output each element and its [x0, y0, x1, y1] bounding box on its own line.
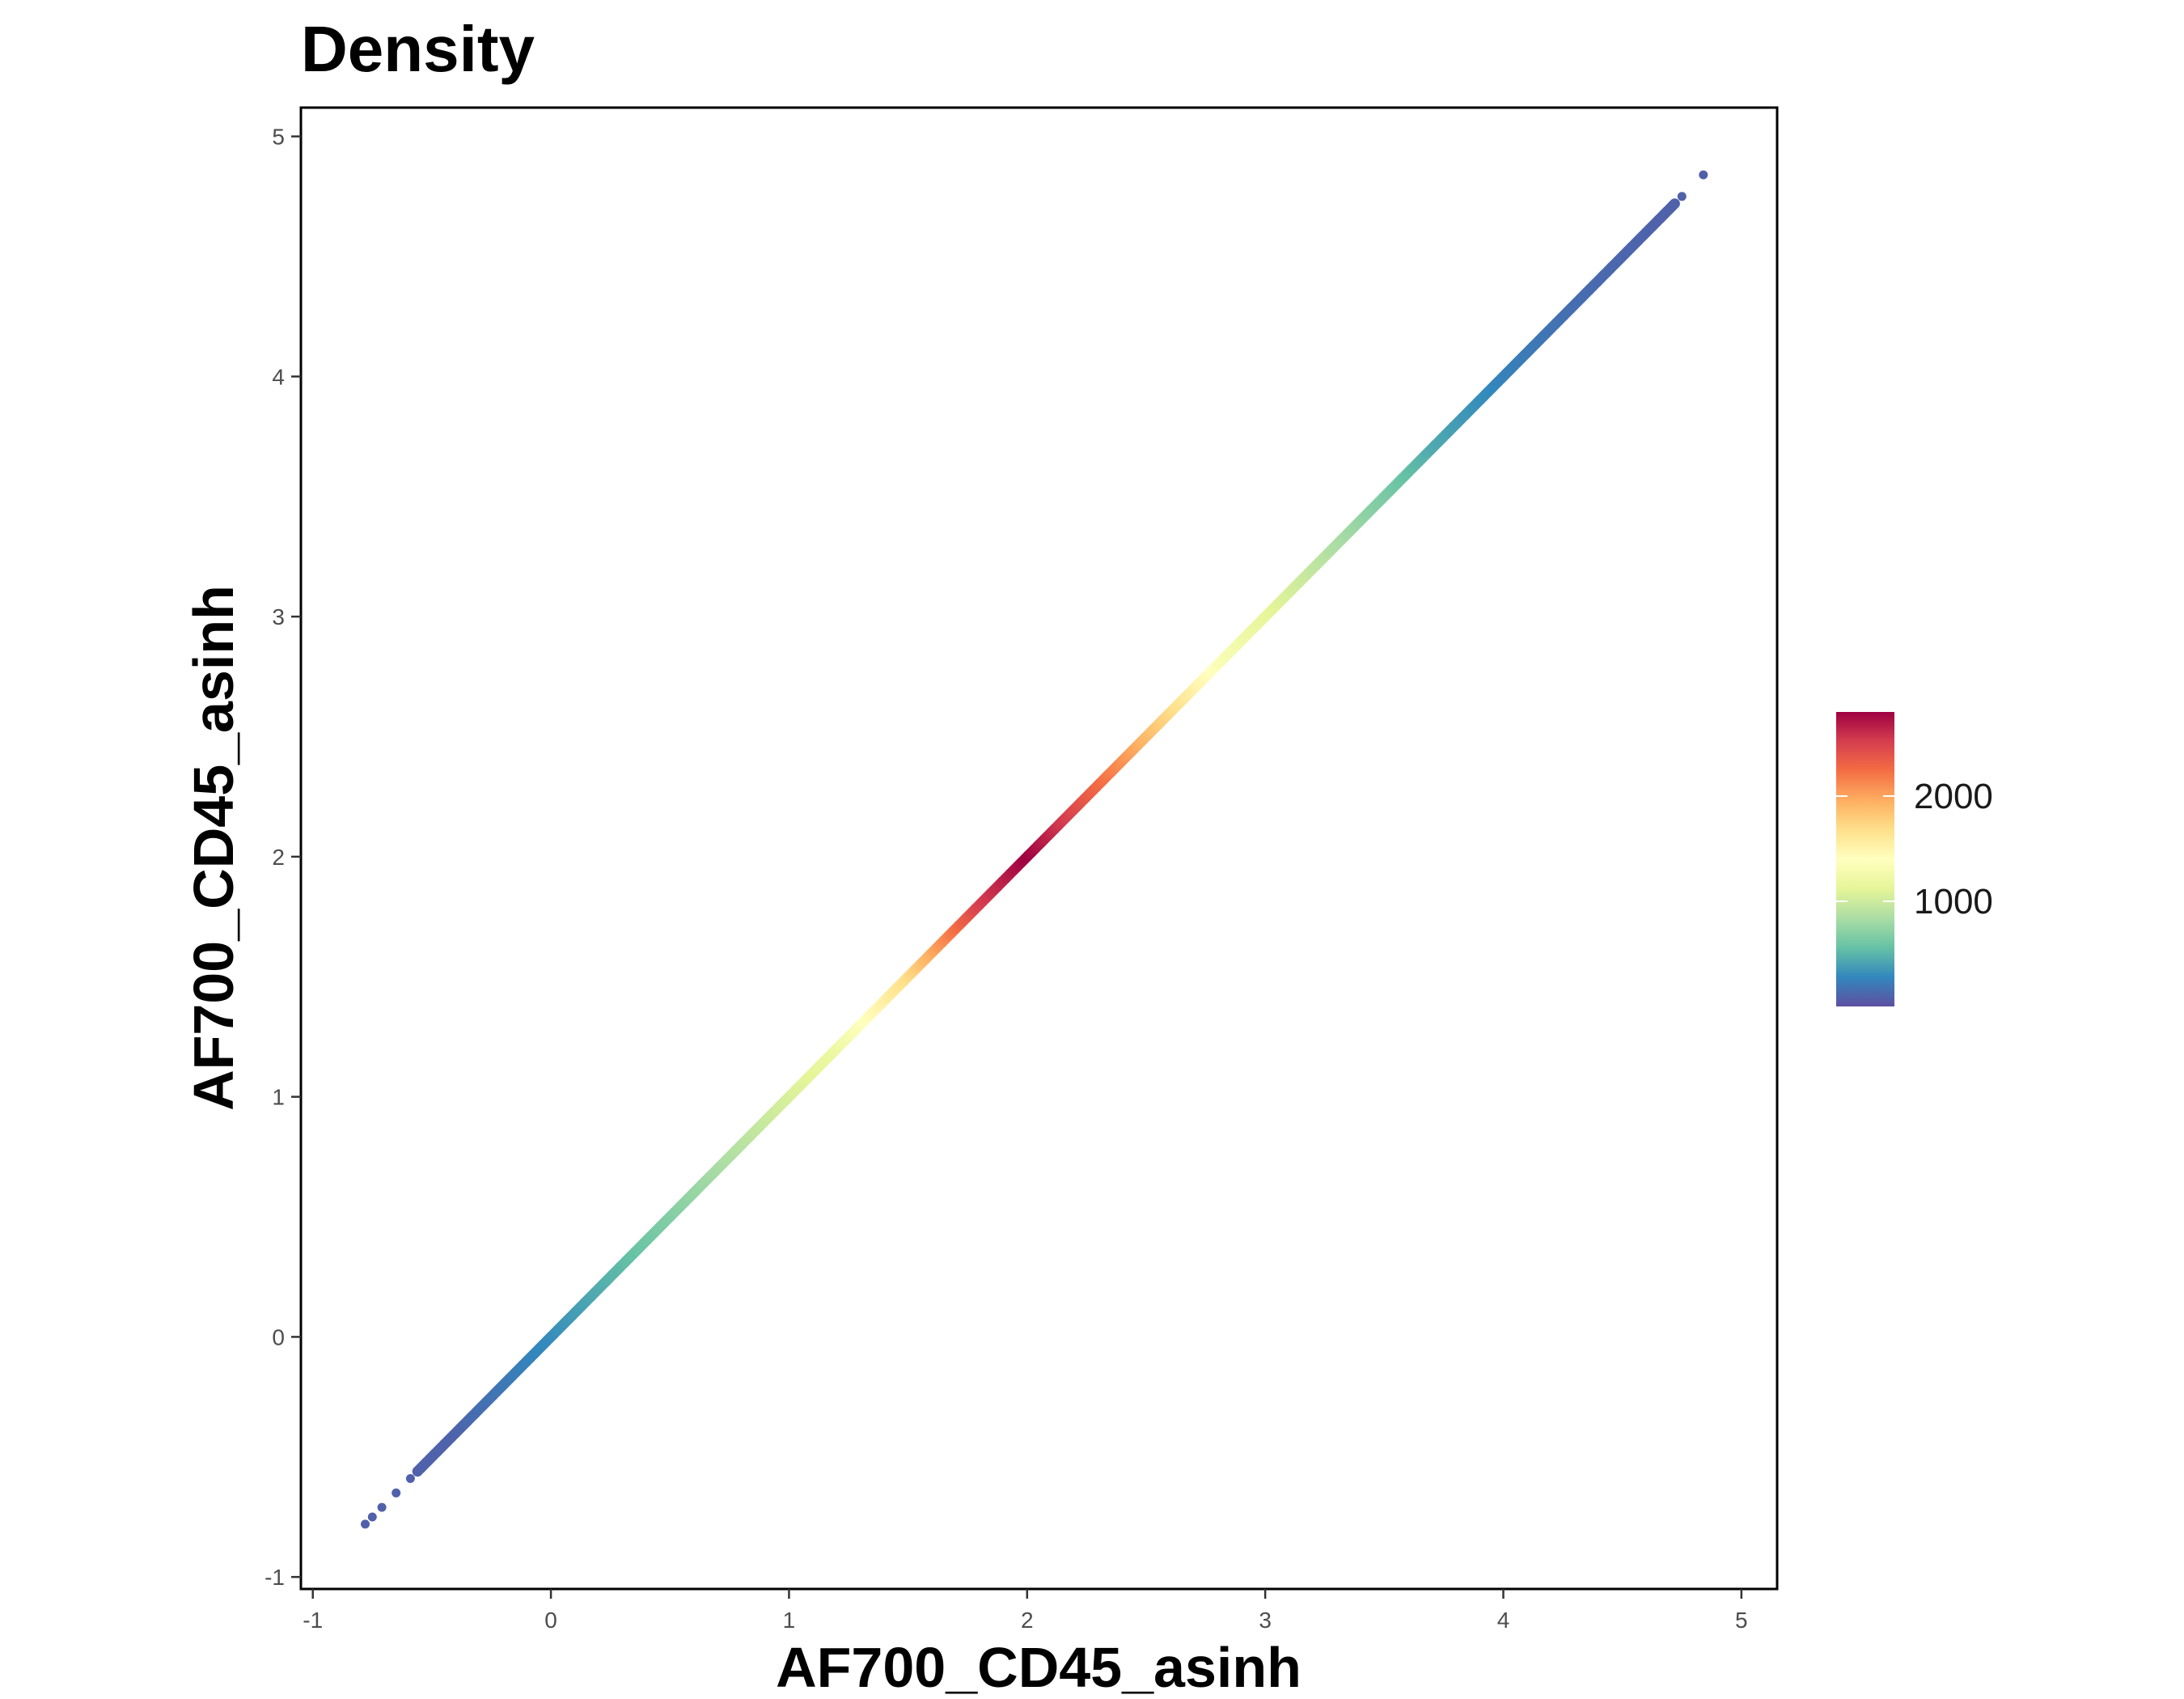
- data-point: [377, 1502, 387, 1512]
- x-tick-label: 1: [783, 1608, 796, 1633]
- y-tick-label: 1: [272, 1085, 285, 1110]
- color-legend: 1000 2000: [1836, 712, 1993, 1006]
- x-tick-label: -1: [303, 1608, 323, 1633]
- points-layer: [361, 170, 1708, 1529]
- legend-ticks: 1000 2000: [1836, 777, 1993, 922]
- y-axis-title: AF700_CD45_asinh: [182, 585, 245, 1111]
- data-point: [405, 1474, 415, 1483]
- y-tick-label: 3: [272, 604, 285, 629]
- data-point: [1669, 198, 1680, 210]
- legend-tick-label: 1000: [1914, 882, 1993, 922]
- y-tick-label: 4: [272, 364, 285, 389]
- y-tick-label: -1: [265, 1565, 285, 1590]
- x-tick-label: 4: [1497, 1608, 1510, 1633]
- x-tick-label: 2: [1021, 1608, 1034, 1633]
- x-tick-label: 5: [1735, 1608, 1748, 1633]
- data-point: [1677, 192, 1687, 201]
- chart-title: Density: [301, 13, 535, 85]
- data-point: [367, 1512, 377, 1522]
- legend-colorbar: [1836, 712, 1894, 1006]
- x-axis: -1 0 1 2 3 4 5: [303, 1589, 1748, 1633]
- data-point: [392, 1488, 401, 1498]
- x-tick-label: 3: [1259, 1608, 1272, 1633]
- y-axis: -1 0 1 2 3 4 5: [265, 125, 301, 1590]
- legend-tick-label: 2000: [1914, 777, 1993, 816]
- x-tick-label: 0: [544, 1608, 557, 1633]
- data-point: [361, 1519, 370, 1529]
- y-tick-label: 2: [272, 845, 285, 870]
- y-tick-label: 0: [272, 1324, 285, 1349]
- data-point: [1699, 170, 1708, 180]
- x-axis-title: AF700_CD45_asinh: [776, 1636, 1302, 1699]
- y-tick-label: 5: [272, 125, 285, 150]
